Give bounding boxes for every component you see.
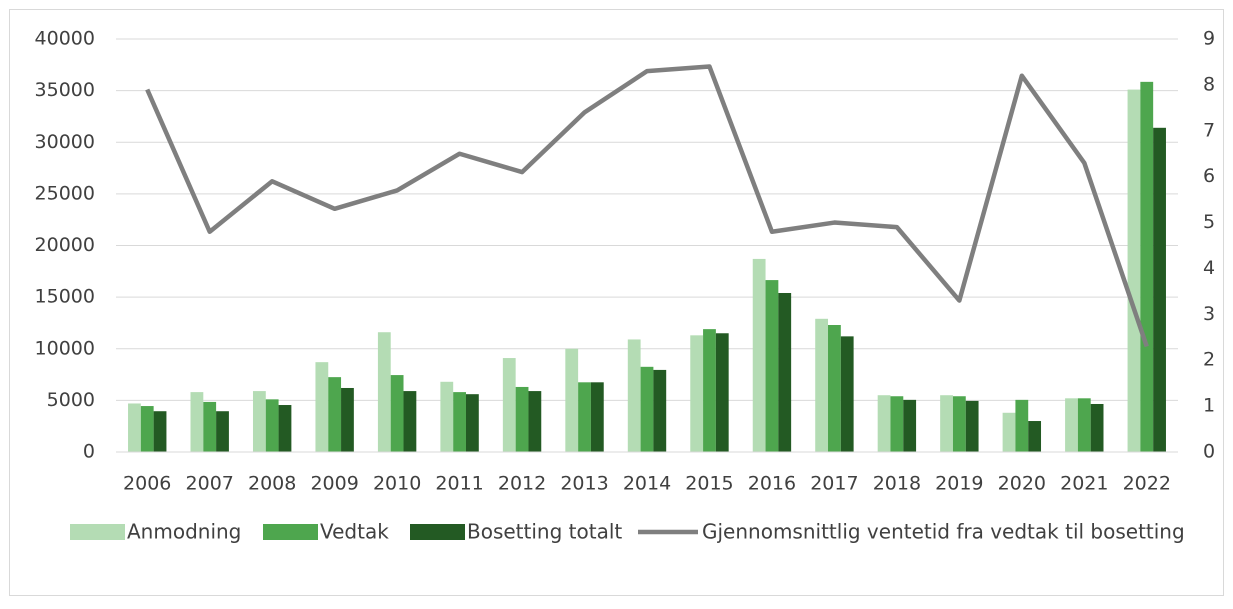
bar bbox=[453, 392, 466, 452]
bar bbox=[578, 382, 591, 452]
x-tick-label: 2015 bbox=[685, 473, 733, 495]
y2-tick-label: 6 bbox=[1203, 165, 1215, 187]
bar bbox=[965, 400, 979, 452]
legend-label: Bosetting totalt bbox=[467, 520, 622, 544]
bar bbox=[465, 394, 479, 452]
bar bbox=[403, 391, 417, 452]
bar bbox=[252, 391, 266, 452]
bar bbox=[877, 395, 891, 452]
x-tick-label: 2018 bbox=[873, 473, 921, 495]
x-tick-label: 2011 bbox=[435, 473, 483, 495]
y2-tick-label: 8 bbox=[1203, 73, 1215, 95]
legend-label: Vedtak bbox=[320, 520, 389, 544]
bar bbox=[840, 336, 854, 452]
y-tick-label: 15000 bbox=[35, 286, 95, 308]
bar bbox=[627, 339, 641, 452]
bar bbox=[1090, 403, 1104, 452]
x-tick-label: 2022 bbox=[1123, 473, 1171, 495]
bar bbox=[1140, 81, 1154, 452]
x-tick-label: 2021 bbox=[1060, 473, 1108, 495]
bar bbox=[565, 348, 579, 452]
y2-tick-label: 7 bbox=[1203, 119, 1215, 141]
bar bbox=[890, 396, 904, 452]
bar bbox=[903, 399, 917, 452]
bar bbox=[653, 369, 667, 452]
bar bbox=[315, 362, 329, 452]
bar bbox=[703, 329, 716, 452]
x-tick-label: 2020 bbox=[998, 473, 1046, 495]
y-tick-label: 5000 bbox=[47, 389, 95, 411]
bar bbox=[440, 381, 454, 452]
bar bbox=[390, 375, 404, 452]
bar bbox=[1028, 421, 1042, 452]
bar bbox=[1015, 399, 1029, 452]
bar bbox=[752, 258, 766, 452]
line bbox=[145, 64, 1149, 348]
bar bbox=[940, 395, 953, 452]
bar bbox=[1065, 398, 1078, 452]
y-tick-label: 0 bbox=[83, 441, 95, 463]
x-tick-label: 2006 bbox=[123, 473, 171, 495]
y2-tick-label: 4 bbox=[1203, 257, 1215, 279]
x-tick-label: 2019 bbox=[935, 473, 983, 495]
bar bbox=[515, 386, 529, 452]
y-tick-label: 30000 bbox=[35, 131, 95, 153]
chart-border bbox=[9, 9, 1224, 596]
bar bbox=[502, 358, 516, 452]
legend-swatch bbox=[410, 524, 465, 540]
y-tick-label: 25000 bbox=[35, 182, 95, 204]
bar bbox=[341, 387, 354, 452]
legend-label: Anmodning bbox=[127, 520, 241, 544]
y2-tick-label: 1 bbox=[1203, 395, 1215, 417]
bar bbox=[203, 401, 217, 452]
x-tick-label: 2016 bbox=[748, 473, 796, 495]
bar bbox=[140, 406, 154, 452]
bar bbox=[590, 382, 604, 452]
bar bbox=[715, 333, 729, 452]
x-tick-label: 2012 bbox=[498, 473, 546, 495]
y-tick-label: 40000 bbox=[35, 28, 95, 50]
bar bbox=[278, 405, 292, 452]
bar bbox=[828, 325, 841, 452]
bar bbox=[1127, 89, 1141, 452]
bar bbox=[640, 366, 654, 452]
legend-swatch bbox=[70, 524, 125, 540]
bar bbox=[1153, 127, 1166, 453]
y2-tick-label: 9 bbox=[1203, 28, 1215, 50]
bar bbox=[153, 411, 167, 452]
x-tick-label: 2017 bbox=[810, 473, 858, 495]
legend: Anmodning Vedtak Bosetting totalt Gjennomsn… bbox=[70, 520, 1185, 544]
bar bbox=[216, 411, 229, 452]
y2-tick-label: 2 bbox=[1203, 349, 1215, 371]
bar bbox=[377, 332, 391, 452]
bar bbox=[690, 335, 704, 452]
y-tick-label: 20000 bbox=[35, 234, 95, 256]
y2-tick-label: 5 bbox=[1203, 211, 1215, 233]
y2-tick-label: 3 bbox=[1203, 303, 1215, 325]
bar bbox=[128, 403, 141, 452]
bar bbox=[765, 280, 779, 452]
bar bbox=[815, 318, 829, 452]
bar bbox=[265, 399, 279, 452]
y-tick-label: 10000 bbox=[35, 337, 95, 359]
y2-tick-label: 0 bbox=[1203, 441, 1215, 463]
bar bbox=[778, 292, 792, 452]
x-tick-label: 2007 bbox=[186, 473, 234, 495]
bar bbox=[1002, 412, 1016, 452]
bar bbox=[1077, 398, 1091, 452]
x-tick-label: 2014 bbox=[623, 473, 671, 495]
y-tick-label: 35000 bbox=[35, 79, 95, 101]
legend-swatch bbox=[263, 524, 318, 540]
bar bbox=[528, 391, 542, 452]
bar bbox=[328, 377, 342, 452]
x-tick-label: 2010 bbox=[373, 473, 421, 495]
x-tick-label: 2008 bbox=[248, 473, 296, 495]
bar bbox=[952, 396, 966, 452]
legend-label: Gjennomsnittlig ventetid fra vedtak til … bbox=[702, 520, 1185, 544]
bar bbox=[190, 392, 204, 452]
x-tick-label: 2009 bbox=[310, 473, 358, 495]
x-tick-label: 2013 bbox=[560, 473, 608, 495]
